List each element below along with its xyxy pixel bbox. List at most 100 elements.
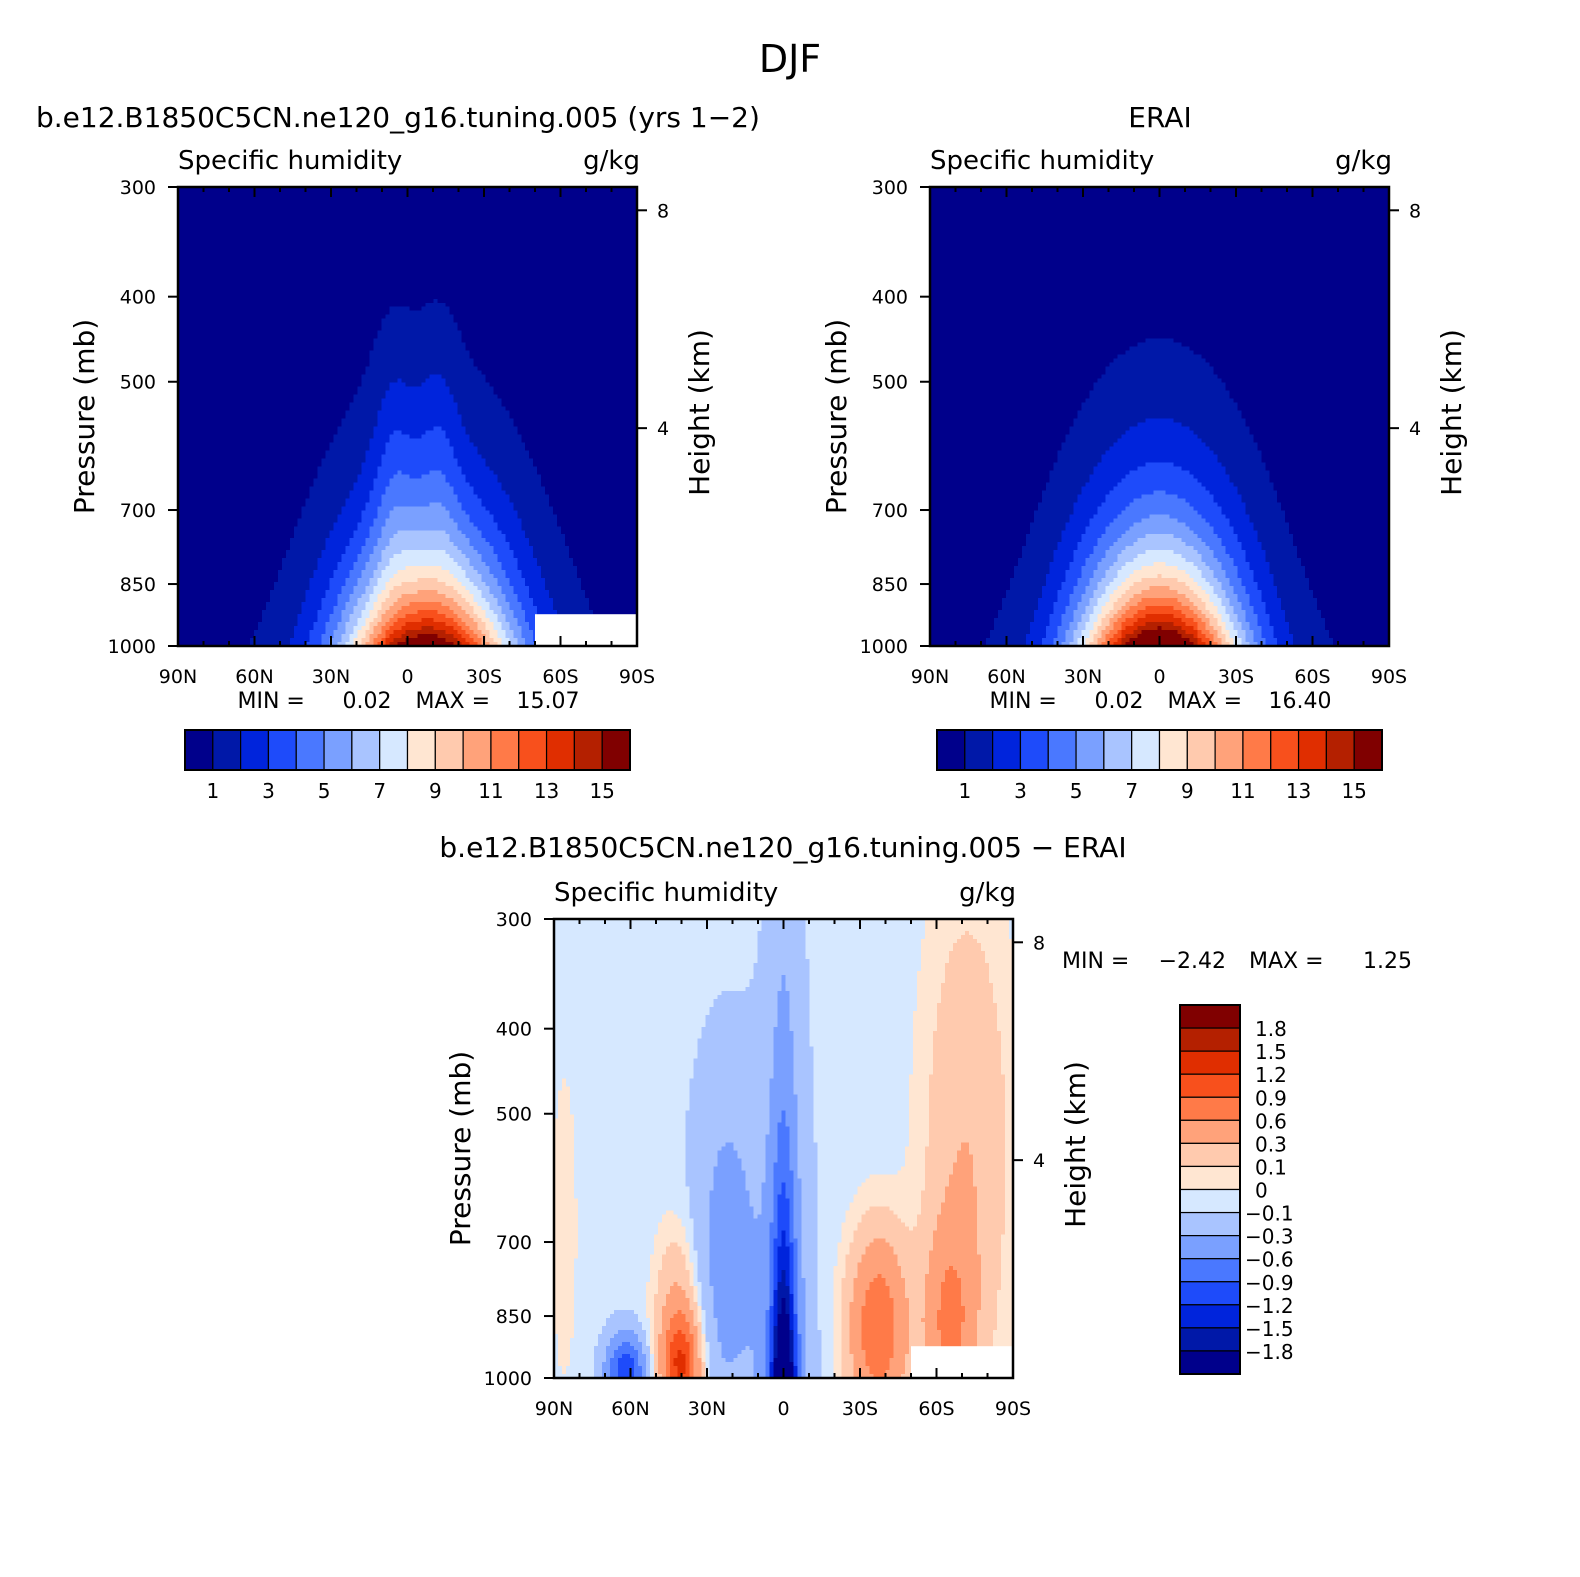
field-cell xyxy=(286,211,291,216)
field-cell xyxy=(306,339,311,344)
field-cell xyxy=(481,299,486,304)
field-cell xyxy=(609,287,614,292)
field-cell xyxy=(310,207,315,212)
field-cell xyxy=(425,223,430,228)
field-cell xyxy=(457,291,462,296)
field-cell xyxy=(310,355,315,360)
field-cell xyxy=(481,203,486,208)
field-cell xyxy=(565,267,570,272)
field-cell xyxy=(226,223,231,228)
field-cell xyxy=(322,247,327,252)
field-cell xyxy=(593,215,598,220)
field-cell xyxy=(310,263,315,268)
field-cell xyxy=(186,347,191,352)
field-cell xyxy=(417,287,422,292)
field-cell xyxy=(242,195,247,200)
field-cell xyxy=(222,275,227,280)
field-cell xyxy=(382,279,387,284)
field-cell xyxy=(573,279,578,284)
field-cell xyxy=(585,283,590,288)
field-cell xyxy=(605,231,610,236)
field-cell xyxy=(250,223,255,228)
field-cell xyxy=(589,343,594,348)
field-cell xyxy=(565,335,570,340)
field-cell xyxy=(625,275,630,280)
field-cell xyxy=(429,331,434,336)
field-cell xyxy=(541,299,546,304)
field-cell xyxy=(517,263,522,268)
field-cell xyxy=(629,311,634,316)
field-cell xyxy=(274,203,279,208)
field-cell xyxy=(394,275,399,280)
field-cell xyxy=(537,327,542,332)
field-cell xyxy=(445,215,450,220)
field-cell xyxy=(577,199,582,204)
field-cell xyxy=(573,335,578,340)
field-cell xyxy=(270,323,275,328)
field-cell xyxy=(206,203,211,208)
field-cell xyxy=(318,307,323,312)
field-cell xyxy=(322,219,327,224)
field-cell xyxy=(605,331,610,336)
field-cell xyxy=(202,347,207,352)
field-cell xyxy=(286,263,291,268)
field-cell xyxy=(517,251,522,256)
field-cell xyxy=(238,263,243,268)
field-cell xyxy=(617,235,622,240)
field-cell xyxy=(230,311,235,316)
field-cell xyxy=(378,359,383,364)
field-cell xyxy=(362,263,367,268)
field-cell xyxy=(358,331,363,336)
field-cell xyxy=(210,211,215,216)
field-cell xyxy=(505,239,510,244)
field-cell xyxy=(282,279,287,284)
field-cell xyxy=(266,359,271,364)
field-cell xyxy=(549,239,554,244)
field-cell xyxy=(262,319,267,324)
field-cell xyxy=(322,203,327,208)
field-cell xyxy=(489,355,494,360)
field-cell xyxy=(453,271,458,276)
field-cell xyxy=(569,235,574,240)
field-cell xyxy=(270,203,275,208)
field-cell xyxy=(326,355,331,360)
field-cell xyxy=(429,259,434,264)
field-cell xyxy=(441,235,446,240)
field-cell xyxy=(429,255,434,260)
field-cell xyxy=(182,235,187,240)
field-cell xyxy=(370,287,375,292)
field-cell xyxy=(613,247,618,252)
field-cell xyxy=(406,327,411,332)
field-cell xyxy=(330,335,335,340)
field-cell xyxy=(569,299,574,304)
field-cell xyxy=(386,191,391,196)
field-cell xyxy=(346,263,351,268)
field-cell xyxy=(258,203,263,208)
field-cell xyxy=(206,287,211,292)
field-cell xyxy=(573,219,578,224)
field-cell xyxy=(246,235,251,240)
field-cell xyxy=(274,283,279,288)
field-cell xyxy=(605,239,610,244)
field-cell xyxy=(597,335,602,340)
field-cell xyxy=(465,255,470,260)
field-cell xyxy=(310,303,315,308)
field-cell xyxy=(318,255,323,260)
field-cell xyxy=(521,291,526,296)
field-cell xyxy=(190,299,195,304)
field-cell xyxy=(481,267,486,272)
field-cell xyxy=(597,327,602,332)
field-cell xyxy=(286,323,291,328)
field-cell xyxy=(350,295,355,300)
field-cell xyxy=(465,231,470,236)
field-cell xyxy=(457,239,462,244)
field-cell xyxy=(206,235,211,240)
field-cell xyxy=(262,283,267,288)
field-cell xyxy=(541,347,546,352)
field-cell xyxy=(250,267,255,272)
field-cell xyxy=(485,355,490,360)
field-cell xyxy=(417,271,422,276)
field-cell xyxy=(505,347,510,352)
field-cell xyxy=(198,191,203,196)
field-cell xyxy=(545,215,550,220)
